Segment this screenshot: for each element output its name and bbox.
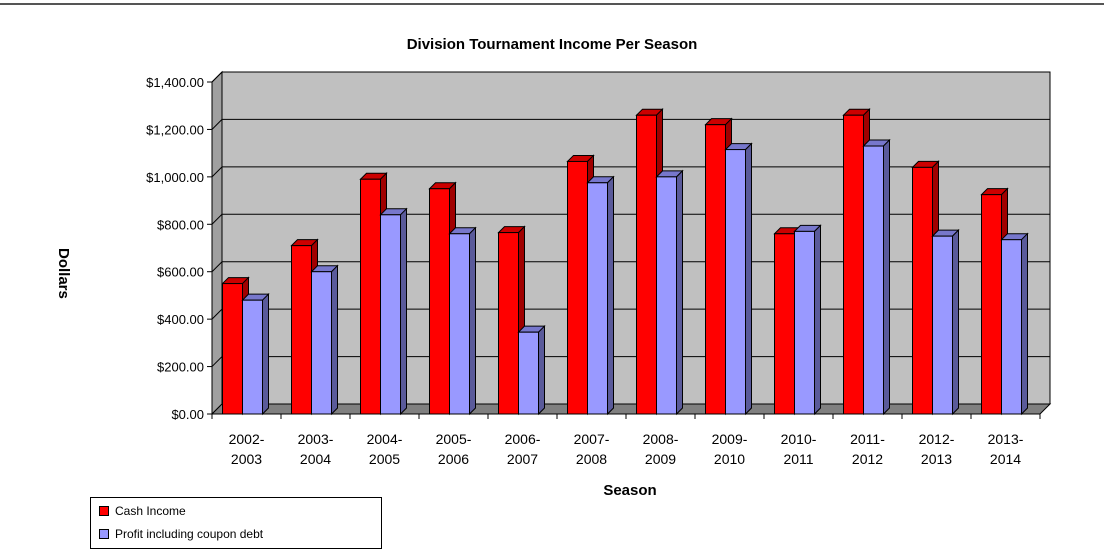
- bar-side: [607, 175, 614, 416]
- bar-side: [400, 207, 407, 416]
- bar-cash-income: [774, 233, 795, 415]
- legend: Cash Income Profit including coupon debt: [90, 497, 382, 549]
- bar-profit: [449, 233, 470, 415]
- x-tick-label: 2010-: [781, 431, 817, 447]
- plot-side-wall: [211, 70, 223, 416]
- bar-cash-income: [360, 178, 381, 415]
- legend-item-profit: Profit including coupon debt: [99, 527, 263, 541]
- bar-side: [676, 169, 683, 416]
- y-tick-label: $0.00: [171, 407, 204, 422]
- x-tick-label: 2012-: [919, 431, 955, 447]
- legend-label: Cash Income: [115, 504, 186, 518]
- chart-title: Division Tournament Income Per Season: [406, 36, 698, 53]
- bar-side: [814, 224, 821, 416]
- x-tick-label: 2006: [438, 451, 469, 467]
- y-axis-label: Dollars: [55, 248, 72, 299]
- bar-side: [469, 226, 476, 416]
- bar-profit: [725, 149, 746, 415]
- plot-area: $0.00 $200.00 $400.00 $600.00 $800.00 $1,000.…: [146, 70, 1052, 467]
- bar-side: [745, 142, 752, 416]
- bar-side: [952, 228, 959, 416]
- bar-cash-income: [567, 160, 588, 415]
- x-tick-label: 2003-: [298, 431, 334, 447]
- y-tick-label: $400.00: [157, 312, 204, 327]
- bar-cash-income: [498, 232, 519, 415]
- y-tick-label: $1,400.00: [146, 75, 204, 90]
- bar-cash-income: [291, 245, 312, 415]
- x-tick-label: 2009-: [712, 431, 748, 447]
- bar-cash-income: [222, 283, 243, 415]
- bar-profit: [587, 182, 608, 415]
- x-tick-label: 2012: [852, 451, 883, 467]
- x-tick-label: 2011-: [850, 431, 885, 447]
- x-tick-label: 2009: [645, 451, 676, 467]
- gridline: [211, 71, 1050, 83]
- y-tick-label: $600.00: [157, 265, 204, 280]
- x-tick-label: 2014: [990, 451, 1021, 467]
- x-tick-label: 2004: [300, 451, 331, 467]
- x-tick-label: 2004-: [367, 431, 403, 447]
- x-tick-label: 2003: [231, 451, 262, 467]
- y-tick-label: $1,000.00: [146, 170, 204, 185]
- bar-profit: [311, 271, 332, 415]
- bar-cash-income: [705, 124, 726, 415]
- legend-swatch-cash-income: [99, 506, 109, 516]
- gridline: [211, 213, 1050, 225]
- x-tick-label: 2002-: [229, 431, 265, 447]
- legend-swatch-profit: [99, 529, 109, 539]
- bar-side: [883, 138, 890, 416]
- bar-side: [331, 264, 338, 416]
- bar-cash-income: [981, 194, 1002, 415]
- x-tick-label: 2005-: [436, 431, 472, 447]
- legend-label: Profit including coupon debt: [115, 527, 264, 541]
- bar-profit: [1001, 239, 1022, 415]
- bar-side: [1021, 232, 1028, 416]
- bar-profit: [863, 145, 884, 415]
- bar-profit: [794, 230, 815, 415]
- gridline: [211, 118, 1050, 130]
- x-tick-label: 2007: [507, 451, 538, 467]
- x-tick-label: 2008: [576, 451, 607, 467]
- bar-profit: [380, 214, 401, 415]
- legend-item-cash-income: Cash Income: [99, 504, 186, 518]
- bar-side: [538, 324, 545, 416]
- x-axis-label: Season: [603, 482, 657, 499]
- x-tick-label: 2010: [714, 451, 745, 467]
- gridline: [211, 166, 1050, 178]
- bar-cash-income: [843, 114, 864, 415]
- y-tick-label: $800.00: [157, 217, 204, 232]
- bar-profit: [242, 299, 263, 415]
- bar-side: [262, 292, 269, 416]
- y-tick-label: $1,200.00: [146, 122, 204, 137]
- x-tick-label: 2011: [783, 451, 813, 467]
- bar-profit: [656, 176, 677, 415]
- x-tick-label: 2005: [369, 451, 400, 467]
- x-tick-label: 2013-: [988, 431, 1024, 447]
- bar-profit: [932, 235, 953, 415]
- bar-cash-income: [912, 166, 933, 415]
- x-tick-label: 2008-: [643, 431, 679, 447]
- bar-profit: [518, 331, 539, 415]
- x-tick-label: 2006-: [505, 431, 541, 447]
- x-tick-label: 2007-: [574, 431, 610, 447]
- bar-cash-income: [636, 114, 657, 415]
- bar-cash-income: [429, 188, 450, 415]
- x-tick-label: 2013: [921, 451, 952, 467]
- y-tick-label: $200.00: [157, 360, 204, 375]
